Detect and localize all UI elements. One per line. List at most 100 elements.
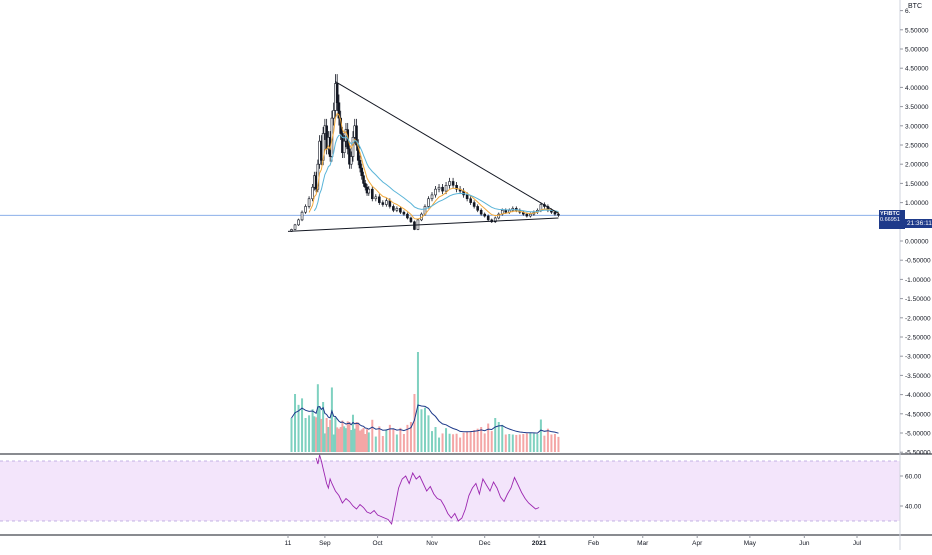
volume-bar — [445, 428, 448, 452]
candle-body — [493, 217, 497, 223]
y-tick-label: 3.00000 — [905, 123, 929, 130]
candle-body — [304, 206, 307, 213]
volume-bar — [431, 431, 434, 452]
candle-body — [311, 186, 314, 200]
volume-bar — [420, 409, 423, 452]
volume-bar — [504, 434, 507, 452]
x-tick-label: Feb — [588, 540, 600, 547]
candle-body — [409, 217, 413, 223]
volume-bar — [416, 352, 419, 452]
volume-bar — [341, 420, 344, 452]
volume-bar — [546, 428, 549, 452]
candle-body — [356, 144, 360, 161]
volume-bars — [290, 352, 560, 452]
y-tick-label: -3.00000 — [905, 354, 931, 361]
scale-unit-label: BTC — [908, 3, 922, 10]
volume-bar — [388, 424, 391, 452]
volume-bar — [487, 423, 490, 452]
volume-bar — [351, 414, 354, 452]
volume-bar — [325, 418, 328, 452]
volume-bar — [364, 434, 367, 452]
grid — [0, 214, 932, 536]
volume-bar — [434, 427, 437, 452]
volume-bar — [290, 418, 293, 452]
rsi-tick-label: 40.00 — [905, 504, 922, 511]
y-tick-label: 5.50000 — [905, 27, 929, 34]
x-tick-label: Mar — [637, 540, 649, 547]
y-tick-label: -5.50000 — [905, 450, 931, 457]
y-tick-label: -2.00000 — [905, 315, 931, 322]
volume-bar — [553, 434, 556, 452]
volume-bar — [427, 415, 430, 452]
volume-bar — [322, 402, 325, 452]
volume-bar — [399, 427, 402, 452]
volume-bar — [330, 387, 333, 452]
volume-bar — [409, 422, 412, 452]
volume-bar — [532, 433, 535, 452]
volume-bar — [308, 415, 311, 452]
y-tick-label: 1.50000 — [905, 181, 929, 188]
candle-body — [553, 211, 557, 215]
rsi-band-fill — [0, 461, 900, 521]
candle-body — [437, 186, 441, 190]
candle-body — [385, 200, 388, 205]
last-price-tag[interactable]: YFIBTC 0.66951 — [879, 210, 905, 229]
volume-bar — [448, 433, 451, 452]
volume-bar — [483, 433, 486, 452]
volume-bar — [301, 398, 304, 452]
candle-body — [448, 181, 451, 186]
volume-bar — [392, 428, 395, 452]
volume-bar — [480, 427, 483, 452]
volume-bar — [336, 427, 339, 452]
candle-body — [392, 206, 395, 211]
volume-bar — [462, 432, 465, 452]
volume-bar — [346, 421, 349, 452]
x-tick-label: Sep — [319, 540, 331, 547]
candle-body — [476, 206, 479, 211]
volume-bar — [378, 426, 381, 452]
volume-bar — [473, 430, 476, 452]
volume-bar — [550, 434, 553, 452]
volume-bar — [539, 419, 542, 452]
ma-fast-line — [308, 112, 559, 220]
volume-bar — [315, 417, 318, 452]
volume-bar — [508, 434, 511, 452]
candle-body — [381, 202, 385, 205]
candle-body — [378, 196, 381, 203]
candle-body — [395, 208, 399, 211]
candle-body — [335, 83, 339, 104]
moving-averages — [308, 112, 559, 220]
candle-body — [342, 140, 346, 153]
candle-body — [444, 185, 448, 192]
volume-bar — [316, 384, 319, 452]
volume-bar — [374, 436, 377, 452]
candle-body — [469, 198, 472, 203]
volume-bar — [362, 427, 365, 452]
x-tick-label: Apr — [692, 540, 703, 547]
candle-body — [427, 198, 430, 207]
candle-body — [497, 213, 501, 219]
volume-bar — [543, 435, 546, 452]
y-tick-label: 0.00000 — [905, 239, 929, 246]
volume-bar — [423, 407, 426, 452]
candle-body — [370, 188, 374, 200]
volume-bar — [371, 419, 374, 452]
volume-bar — [323, 433, 326, 452]
volume-bar — [518, 434, 521, 452]
volume-bar — [536, 434, 539, 452]
volume-bar — [402, 434, 405, 452]
volume-bar — [344, 428, 347, 452]
candle-body — [355, 125, 358, 146]
y-tick-label: 6. — [905, 8, 911, 15]
y-tick-label: -1.00000 — [905, 277, 931, 284]
volume-bar — [455, 433, 458, 452]
candle-body — [406, 213, 409, 219]
y-tick-label: -3.50000 — [905, 373, 931, 380]
candle-body — [479, 209, 483, 215]
volume-bar — [497, 422, 500, 452]
volume-bar — [438, 437, 441, 452]
x-tick-label: Oct — [373, 540, 383, 547]
x-tick-label: 2021 — [532, 540, 547, 547]
candle-body — [430, 194, 434, 200]
